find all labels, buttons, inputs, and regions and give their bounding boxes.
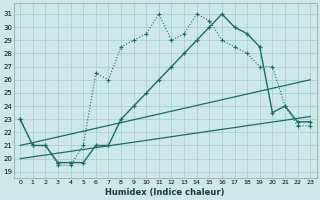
X-axis label: Humidex (Indice chaleur): Humidex (Indice chaleur) (106, 188, 225, 197)
